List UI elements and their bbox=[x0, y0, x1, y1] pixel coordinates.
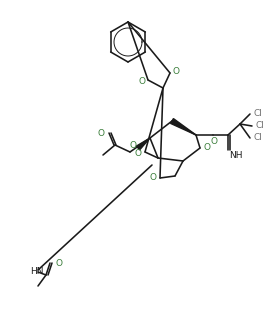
Polygon shape bbox=[136, 138, 150, 150]
Text: O: O bbox=[211, 137, 218, 147]
Text: O: O bbox=[172, 66, 180, 76]
Text: HN: HN bbox=[30, 268, 44, 276]
Text: O: O bbox=[97, 130, 104, 138]
Text: O: O bbox=[138, 77, 146, 87]
Text: Cl: Cl bbox=[256, 121, 264, 131]
Text: O: O bbox=[203, 143, 211, 151]
Text: O: O bbox=[150, 173, 156, 183]
Text: Cl: Cl bbox=[254, 133, 262, 143]
Text: Cl: Cl bbox=[254, 110, 262, 118]
Polygon shape bbox=[171, 118, 196, 135]
Text: O: O bbox=[55, 259, 63, 269]
Text: O: O bbox=[129, 141, 137, 149]
Text: NH: NH bbox=[229, 150, 243, 160]
Text: O: O bbox=[134, 149, 141, 157]
